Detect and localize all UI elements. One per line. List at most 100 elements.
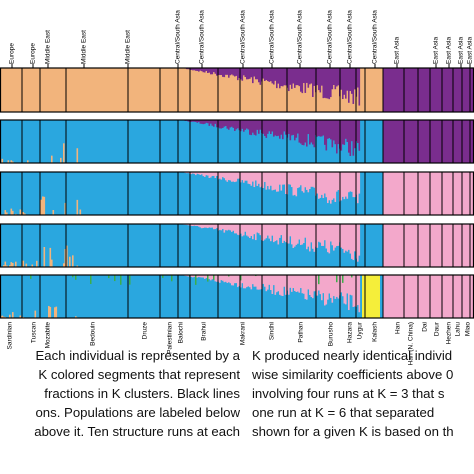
admixture [336, 224, 338, 247]
admixture [249, 120, 251, 135]
admixture [301, 275, 304, 294]
admixture [298, 68, 301, 87]
admixture [325, 172, 328, 198]
admixture [201, 172, 203, 175]
admixture [285, 224, 287, 243]
admixture [285, 120, 287, 135]
admixture [310, 275, 313, 298]
admixture [214, 120, 217, 124]
admixture [304, 120, 307, 143]
admixture [193, 68, 196, 71]
admixture [202, 68, 205, 73]
admixture [12, 262, 14, 267]
admixture [324, 68, 326, 98]
admixture [345, 172, 347, 197]
admixture [328, 68, 331, 100]
region-label: East Asia [467, 37, 474, 64]
admixture [246, 275, 248, 288]
admixture [211, 172, 214, 176]
admixture [309, 172, 311, 190]
admixture [334, 275, 337, 299]
cluster-block [383, 68, 474, 112]
admixture [192, 172, 194, 174]
admixture [283, 275, 286, 287]
admixture [340, 224, 343, 248]
admixture [190, 275, 193, 277]
admixture [301, 172, 304, 192]
region-label: Central/South Asia [372, 10, 379, 64]
admixture [327, 172, 329, 204]
admixture [267, 172, 269, 187]
admixture [342, 120, 344, 145]
admixture [276, 120, 278, 137]
admixture [273, 68, 275, 85]
admixture [282, 275, 284, 297]
region-label: Central/South Asia [240, 10, 247, 64]
admixture [342, 172, 344, 197]
admixture [349, 120, 352, 156]
admixture [244, 120, 247, 130]
admixture [199, 172, 202, 175]
admixture [228, 275, 230, 283]
admixture [291, 275, 293, 292]
admixture [328, 275, 331, 294]
admixture [273, 224, 275, 243]
admixture [31, 264, 34, 267]
admixture [262, 275, 265, 284]
admixture [241, 224, 244, 237]
admixture [294, 120, 296, 141]
admixture [357, 68, 359, 88]
admixture [327, 275, 329, 300]
admixture [322, 275, 325, 294]
admixture [192, 68, 194, 71]
admixture [303, 68, 305, 84]
admixture [352, 68, 355, 104]
admixture [207, 275, 209, 282]
admixture [244, 172, 247, 181]
admixture [352, 275, 355, 307]
admixture [255, 172, 257, 181]
admixture [201, 224, 203, 229]
admixture [243, 172, 245, 183]
admixture [310, 172, 313, 187]
admixture [358, 224, 361, 256]
admixture [280, 224, 283, 236]
admixture [267, 120, 269, 134]
admixture [279, 172, 281, 185]
admixture [352, 172, 355, 198]
population-label: Tuscan [31, 322, 38, 343]
admixture [330, 224, 332, 242]
admixture [318, 68, 320, 91]
admixture [274, 120, 277, 136]
admixture [331, 120, 334, 148]
admixture [345, 68, 347, 99]
admixture [298, 120, 301, 143]
admixture [34, 310, 37, 318]
admixture [255, 275, 257, 287]
admixture [304, 172, 307, 188]
admixture [297, 275, 299, 292]
admixture [232, 224, 235, 231]
admixture [198, 275, 200, 277]
admixture [198, 68, 200, 72]
admixture [237, 68, 239, 81]
admixture [220, 120, 223, 129]
admixture [4, 261, 7, 267]
admixture [295, 224, 298, 245]
admixture [256, 275, 259, 290]
admixture [337, 120, 340, 145]
admixture [250, 275, 253, 290]
admixture [267, 275, 269, 290]
admixture [192, 275, 194, 278]
admixture [277, 275, 280, 292]
admixture [337, 68, 340, 86]
admixture [319, 120, 322, 137]
admixture [207, 224, 209, 229]
admixture [231, 224, 233, 232]
admixture [319, 275, 322, 295]
admixture [220, 224, 223, 231]
admixture [264, 275, 266, 287]
admixture [262, 224, 265, 241]
admixture [279, 224, 281, 238]
admixture [270, 224, 272, 242]
